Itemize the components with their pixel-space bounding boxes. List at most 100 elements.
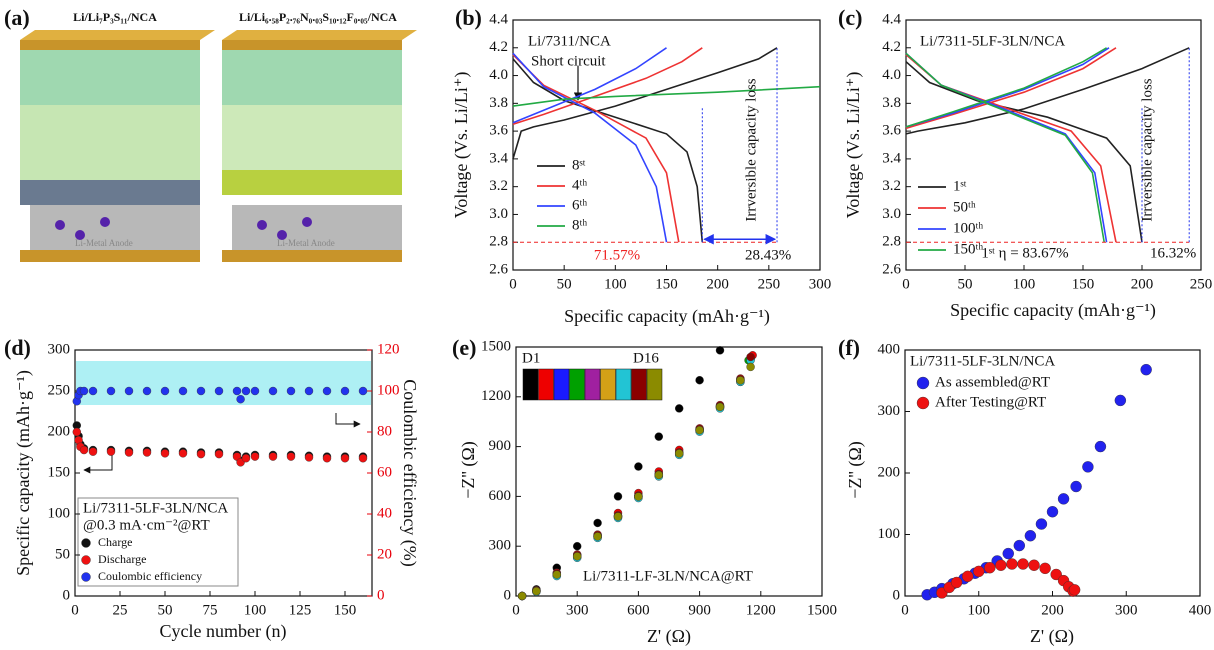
legend-label: 8ˢᵗ: [572, 157, 586, 173]
data-point: [125, 449, 133, 457]
y-tick-label: 400: [878, 341, 901, 357]
data-point: [1040, 563, 1051, 574]
data-point: [1018, 559, 1029, 570]
y-tick-label: 2.6: [882, 261, 901, 277]
x-tick-label: 150: [1072, 276, 1095, 292]
data-point: [655, 471, 663, 479]
x-tick-label: 50: [158, 602, 173, 618]
data-point: [995, 560, 1006, 571]
x-tick-label: 0: [512, 602, 520, 618]
x-tick-label: 100: [968, 602, 991, 618]
cell-right: Li-Metal Anode: [222, 30, 417, 262]
data-point: [1058, 493, 1069, 504]
data-point: [1069, 584, 1080, 595]
y-tick-label: 200: [48, 423, 71, 439]
data-point: [80, 387, 88, 395]
annotation: Irrversible capacity loss: [743, 78, 759, 221]
y-tick-label: 3.6: [882, 123, 901, 139]
annotation: Li/7311-LF-3LN/NCA@RT: [583, 568, 753, 584]
x-tick-label: 300: [1115, 602, 1138, 618]
y-tick-label: 4.4: [489, 11, 508, 27]
x-tick-label: 25: [113, 602, 128, 618]
x-tick-label: 600: [627, 602, 650, 618]
x-tick-label: 100: [1013, 276, 1036, 292]
legend-label: 100ᵗʰ: [953, 220, 983, 236]
line-series: [906, 48, 1116, 242]
data-point: [179, 449, 187, 457]
x-tick-label: 75: [203, 602, 218, 618]
x-tick-label: 200: [706, 276, 729, 292]
y2-tick-label: 80: [377, 423, 392, 439]
y-tick-label: 3.0: [882, 206, 901, 222]
legend-swatch: [585, 369, 600, 400]
anode-label: Li-Metal Anode: [277, 238, 335, 248]
data-point: [251, 387, 259, 395]
cell-left: Li-Metal Anode: [20, 30, 215, 262]
axis-pointer: [84, 455, 112, 470]
y-axis-label: −Z'' (Ω): [458, 441, 479, 499]
data-point: [359, 387, 367, 395]
x-tick-label: 100: [244, 602, 267, 618]
data-point: [323, 454, 331, 462]
y-tick-label: 300: [48, 341, 71, 357]
legend-key: [82, 556, 91, 565]
data-point: [89, 387, 97, 395]
annotation: 1ˢᵗ η = 83.67%: [981, 245, 1068, 261]
data-point: [594, 519, 602, 527]
y-tick-label: 3.4: [882, 150, 901, 166]
data-point: [518, 592, 526, 600]
legend-label: 50ᵗʰ: [953, 199, 976, 215]
x-axis-label: Z' (Ω): [647, 626, 691, 647]
x-tick-label: 1200: [746, 602, 776, 618]
axis-pointer: [336, 413, 360, 424]
data-point: [614, 492, 622, 500]
legend-swatch: [647, 369, 662, 400]
data-point: [984, 562, 995, 573]
data-point: [143, 449, 151, 457]
y-tick-label: 0: [504, 587, 512, 603]
legend-label: 8ᵗʰ: [572, 217, 587, 233]
line-series: [513, 48, 777, 242]
annotation: 28.43%: [745, 247, 791, 263]
legend-key: [82, 539, 91, 548]
data-point: [269, 387, 277, 395]
data-point: [197, 387, 205, 395]
x-tick-label: 100: [604, 276, 627, 292]
y-tick-label: 3.0: [489, 206, 508, 222]
y-tick-label: 4.0: [882, 67, 901, 83]
data-point: [341, 387, 349, 395]
y-tick-label: 100: [48, 505, 71, 521]
data-point: [1029, 560, 1040, 571]
data-point: [614, 512, 622, 520]
data-point: [287, 453, 295, 461]
y-tick-label: 2.8: [882, 234, 901, 250]
data-point: [215, 450, 223, 458]
legend-label: 1ˢᵗ: [953, 178, 967, 194]
x-tick-label: 125: [289, 602, 312, 618]
data-point: [634, 463, 642, 471]
annotation: Irrversible capacity loss: [1139, 78, 1155, 221]
data-point: [1006, 559, 1017, 570]
y-tick-label: 300: [489, 538, 512, 554]
annotation: Li/7311-5LF-3LN/NCA: [920, 33, 1065, 49]
y2-tick-label: 40: [377, 505, 392, 521]
x-tick-label: 900: [688, 602, 711, 618]
legend-key: [82, 573, 91, 582]
x-tick-label: 250: [758, 276, 781, 292]
data-point: [305, 453, 313, 461]
legend-swatch: [523, 369, 538, 400]
y-tick-label: 3.2: [882, 178, 901, 194]
data-point: [573, 542, 581, 550]
annotation: D16: [633, 350, 659, 366]
data-point: [1036, 519, 1047, 530]
data-point: [1141, 364, 1152, 375]
x-tick-label: 0: [509, 276, 517, 292]
y-tick-label: 100: [878, 526, 901, 542]
figure: (a) Li/Li₇P₃S₁₁/NCA Li/Li₆.₅₈P₂.₇₆N₀.₀₃S…: [0, 0, 1214, 650]
illustration-title: Li/Li₇P₃S₁₁/NCA: [73, 10, 157, 24]
data-point: [323, 387, 331, 395]
data-point: [1014, 540, 1025, 551]
data-point: [161, 387, 169, 395]
y-tick-label: 0: [63, 587, 71, 603]
data-point: [197, 450, 205, 458]
